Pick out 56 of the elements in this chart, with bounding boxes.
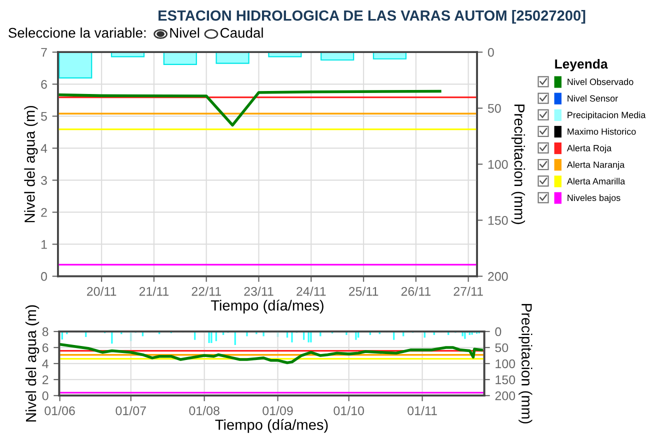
y2-tick-label: 50 [495, 343, 508, 352]
x-tick-label: 26/11 [401, 286, 430, 296]
y2-tick-label: 200 [495, 391, 516, 400]
x-tick-label: 23/11 [244, 286, 274, 296]
y-tick-label: 2 [42, 375, 48, 384]
y-tick-label: 7 [41, 48, 47, 57]
x-tick-label: 01/09 [262, 406, 293, 416]
y-tick-label: 6 [41, 80, 47, 89]
y2-tick-label: 150 [488, 216, 508, 225]
x-tick-label: 24/11 [296, 286, 326, 296]
x-tick-label: 01/07 [116, 406, 146, 416]
x-tick-label: 01/11 [408, 406, 437, 416]
legend-label: Nivel Observado [568, 78, 634, 86]
y-tick-label: 1 [41, 240, 47, 249]
x-axis-title: Tiempo (día/mes) [210, 300, 324, 314]
y-tick-label: 6 [42, 343, 48, 352]
text: Nivel [170, 28, 200, 38]
y2-tick-label: 100 [496, 359, 516, 368]
x-tick-label: 20/11 [87, 286, 116, 296]
legend-label: Maximo Historico [568, 128, 636, 135]
x-tick-label: 01/06 [44, 406, 75, 416]
x-tick-label: 22/11 [192, 286, 221, 296]
x-tick-label: 01/08 [189, 406, 220, 416]
y-tick-label: 0 [42, 391, 48, 400]
y2-axis-title: Precipitacion (mm) [518, 304, 532, 424]
x-tick-label: 21/11 [139, 286, 169, 296]
y2-tick-label: 0 [488, 48, 494, 57]
y2-tick-label: 200 [488, 272, 508, 281]
y-tick-label: 3 [41, 176, 47, 185]
legend-label: Alerta Naranja [566, 161, 625, 170]
y-tick-label: 2 [41, 208, 47, 217]
y2-tick-label: 0 [495, 327, 502, 336]
legend-title: Leyenda [555, 58, 608, 72]
x-axis-title: Tiempo (día/mes) [215, 419, 328, 433]
y-tick-label: 4 [42, 359, 48, 368]
y-tick-label: 4 [40, 144, 48, 153]
y-axis-title: Nivel del agua (m) [25, 305, 40, 422]
chart-title: ESTACION HIDROLOGICA DE LAS VARAS AUTOM [25027200] [158, 10, 586, 24]
y-tick-label: 0 [41, 272, 47, 281]
x-tick-label: 01/10 [334, 406, 364, 416]
y2-axis-title: Precipitacion (mm) [511, 104, 525, 224]
text: Caudal [220, 28, 263, 38]
y2-tick-label: 150 [496, 375, 516, 384]
y-tick-label: 8 [42, 327, 48, 336]
y-axis-title: Nivel del agua (m) [24, 106, 38, 222]
y-tick-label: 5 [41, 112, 47, 121]
legend-label: Niveles bajos [568, 194, 620, 203]
x-tick-label: 27/11 [454, 286, 483, 296]
y2-tick-label: 50 [488, 104, 501, 113]
legend-label: Nivel Sensor [568, 95, 618, 102]
legend-label: Alerta Roja [566, 144, 612, 154]
y2-tick-label: 100 [488, 160, 508, 169]
x-tick-label: 25/11 [348, 286, 378, 296]
text: Seleccione la variable: [8, 28, 146, 38]
legend-label: Alerta Amarilla [566, 178, 626, 184]
legend-label: Precipitacion Media [568, 112, 646, 120]
